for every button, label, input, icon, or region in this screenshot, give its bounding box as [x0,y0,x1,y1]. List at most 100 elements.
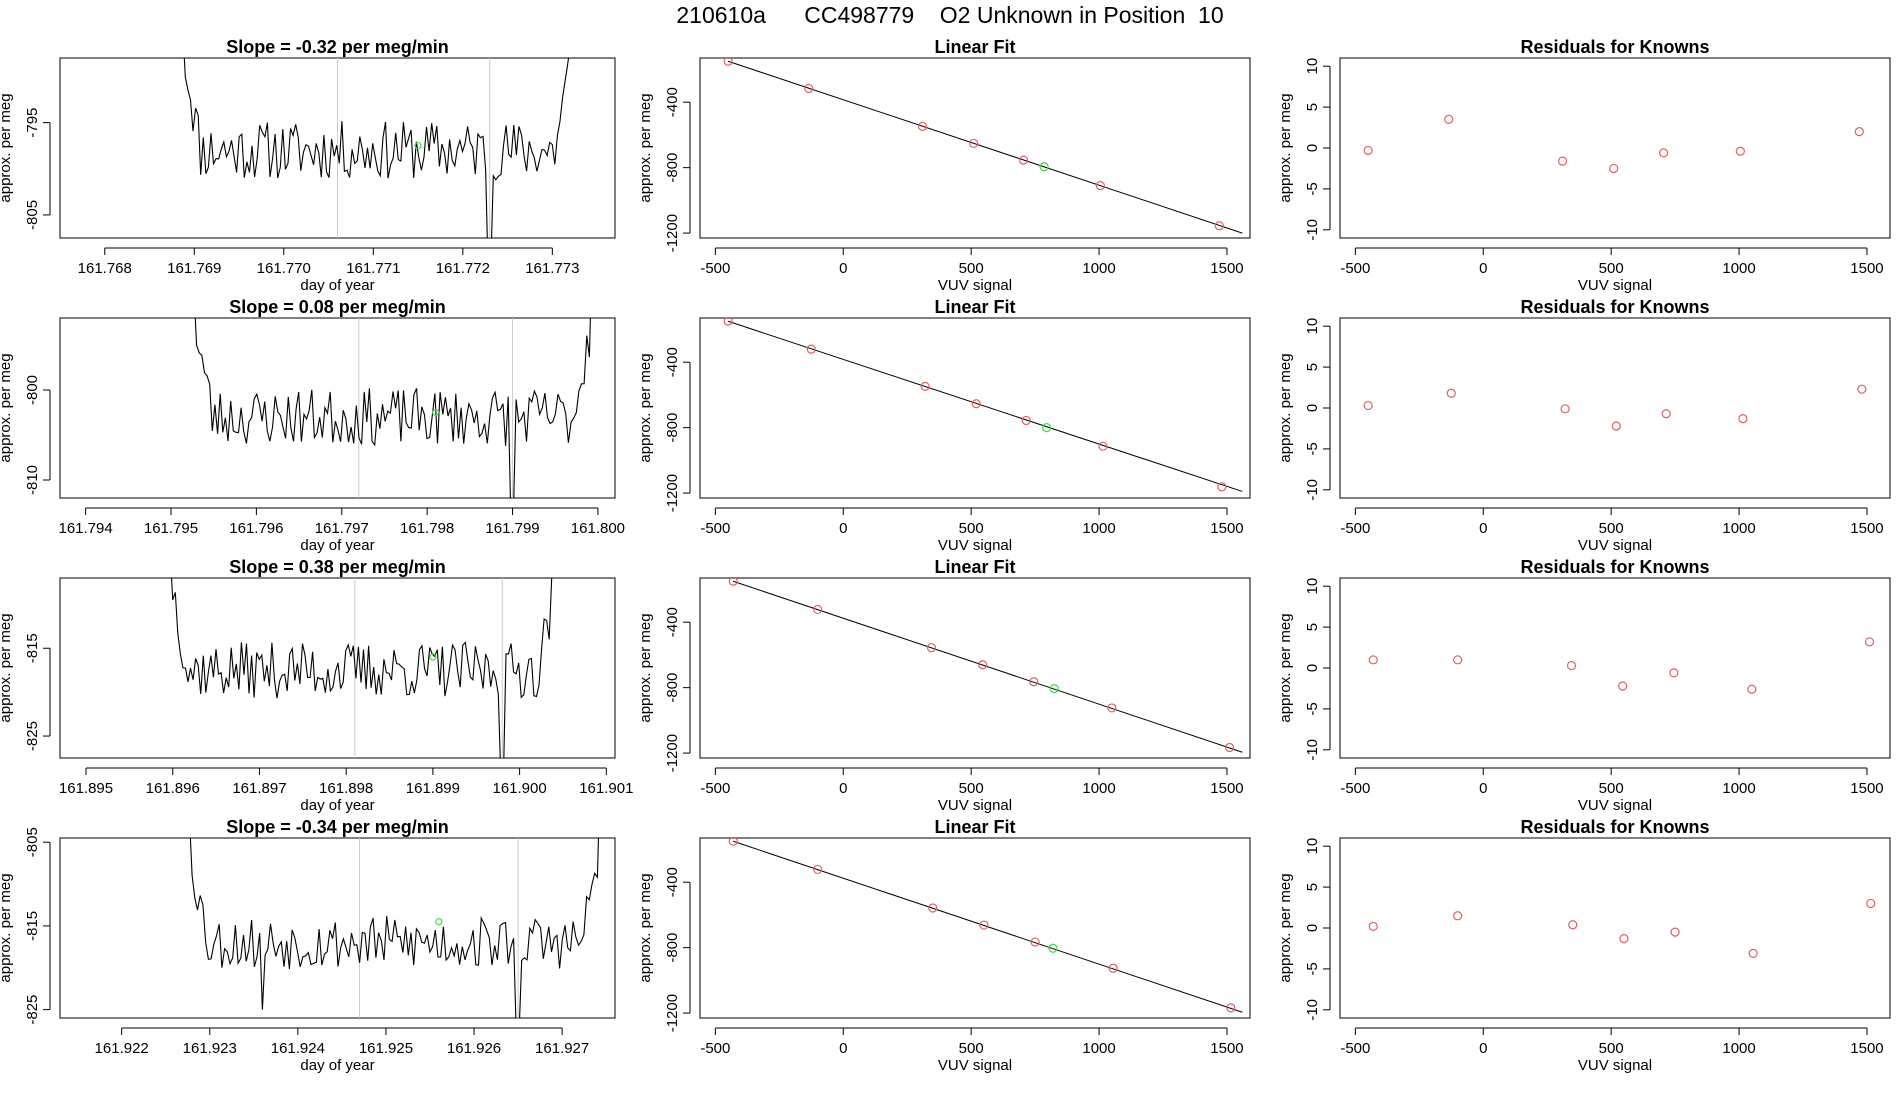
x-tick-label: 161.922 [95,1040,149,1057]
x-tick-label: 1000 [1082,520,1115,537]
x-tick-label: 161.772 [436,260,490,277]
y-tick-label: -805 [24,200,41,230]
x-tick-label: 1000 [1722,520,1755,537]
x-tick-label: -500 [1340,520,1370,537]
x-tick-label: 161.799 [485,520,539,537]
signal-trace [194,318,591,498]
y-tick-label: 0 [1304,664,1321,672]
plot-area [723,318,1243,492]
x-tick-label: 1500 [1850,1040,1883,1057]
known-standard-point [1557,156,1568,166]
plot-area [728,578,1243,753]
panel-title: Slope = -0.32 per meg/min [226,37,449,57]
plot-frame [699,837,1251,1019]
x-tick-label: 161.924 [271,1040,325,1057]
y-tick-label: 0 [1304,404,1321,412]
y-tick-label: -800 [664,413,681,443]
known-standard-point [1661,409,1671,419]
y-tick-label: 10 [1304,318,1321,335]
known-standard-point [1659,148,1669,158]
y-tick-label: -400 [664,867,681,897]
signal-trace [189,838,600,1018]
y-axis-label: approx. per meg [1277,93,1294,202]
x-tick-label: -500 [700,520,730,537]
x-axis-label: VUV signal [1578,797,1652,814]
fit-line [733,580,1243,753]
x-tick-label: 161.926 [447,1040,501,1057]
plot-frame [699,577,1251,759]
plot-area [194,318,591,498]
panel-r4c3: Residuals for Knowns -500 0 500 1000 1500 VUV … [1277,817,1891,1074]
x-tick-label: 161.769 [167,260,221,277]
x-tick-label: 1500 [1850,780,1883,797]
known-standard-point [1019,155,1029,165]
y-tick-label: -800 [664,933,681,963]
known-standard-point [1618,681,1628,691]
x-tick-label: 1500 [1210,260,1243,277]
known-standard-point [926,643,937,653]
x-tick-label: 161.796 [229,520,283,537]
y-tick-label: 5 [1304,103,1321,111]
y-tick-label: -810 [24,465,41,495]
fit-line [727,320,1243,492]
plot-area [183,58,570,238]
x-tick-label: 0 [839,260,847,277]
unknown-sample-point [414,142,422,150]
unknown-sample-point [435,918,443,926]
plot-area [1363,384,1867,431]
x-tick-label: 500 [959,780,984,797]
y-tick-label: 10 [1304,578,1321,595]
panel-r2c3: Residuals for Knowns -500 0 500 1000 1500 VUV … [1277,297,1891,554]
x-tick-label: 500 [1599,1040,1624,1057]
x-axis-label: VUV signal [938,797,1012,814]
known-standard-point [813,604,823,615]
known-standard-point [1368,921,1378,931]
panel-title: Slope = 0.08 per meg/min [229,297,446,317]
y-axis-label: approx. per meg [637,873,654,982]
y-tick-label: 5 [1304,623,1321,631]
known-standard-point [1857,384,1867,394]
x-tick-label: 1000 [1722,260,1755,277]
panel-title: Residuals for Knowns [1520,297,1709,317]
y-tick-label: 5 [1304,883,1321,891]
y-tick-label: -1200 [664,994,681,1032]
plot-frame [59,317,616,499]
x-axis-label: VUV signal [938,277,1012,294]
x-tick-label: -500 [1340,1040,1370,1057]
known-standard-point [1214,221,1224,231]
x-tick-label: 161.923 [183,1040,237,1057]
panel-title: Linear Fit [934,297,1015,317]
x-tick-label: 1000 [1082,260,1115,277]
known-standard-point [917,121,928,132]
panel-title: Linear Fit [934,557,1015,577]
known-standard-point [1669,668,1679,678]
x-tick-label: 161.773 [525,260,579,277]
known-standard-point [1107,703,1117,713]
y-tick-label: -795 [24,108,41,138]
x-tick-label: 161.768 [78,260,132,277]
x-tick-label: -500 [1340,780,1370,797]
known-standard-point [1453,911,1463,921]
y-tick-label: -400 [664,87,681,117]
known-standard-point [920,381,930,391]
x-tick-label: 0 [839,520,847,537]
x-tick-label: 161.899 [406,780,460,797]
unknown-sample-point [429,653,437,661]
known-standard-point [1029,677,1039,687]
known-standard-point [1738,414,1748,424]
known-standard-point [1030,937,1040,947]
y-tick-label: -805 [24,827,41,857]
x-tick-label: 161.800 [571,520,625,537]
x-tick-label: 500 [1599,260,1624,277]
x-tick-label: 161.900 [492,780,546,797]
y-axis-label: approx. per meg [0,873,14,982]
plot-area [728,838,1243,1013]
x-tick-label: -500 [700,1040,730,1057]
plot-frame [1339,57,1891,239]
figure-title: 210610a CC498779 O2 Unknown in Position … [676,2,1224,28]
y-axis-label: approx. per meg [0,613,14,722]
panel-r3c1: Slope = 0.38 per meg/min 161.895 161.896 16… [0,557,633,814]
plot-area [1368,637,1875,694]
y-axis-label: approx. per meg [637,93,654,202]
x-axis-label: day of year [300,1057,374,1074]
